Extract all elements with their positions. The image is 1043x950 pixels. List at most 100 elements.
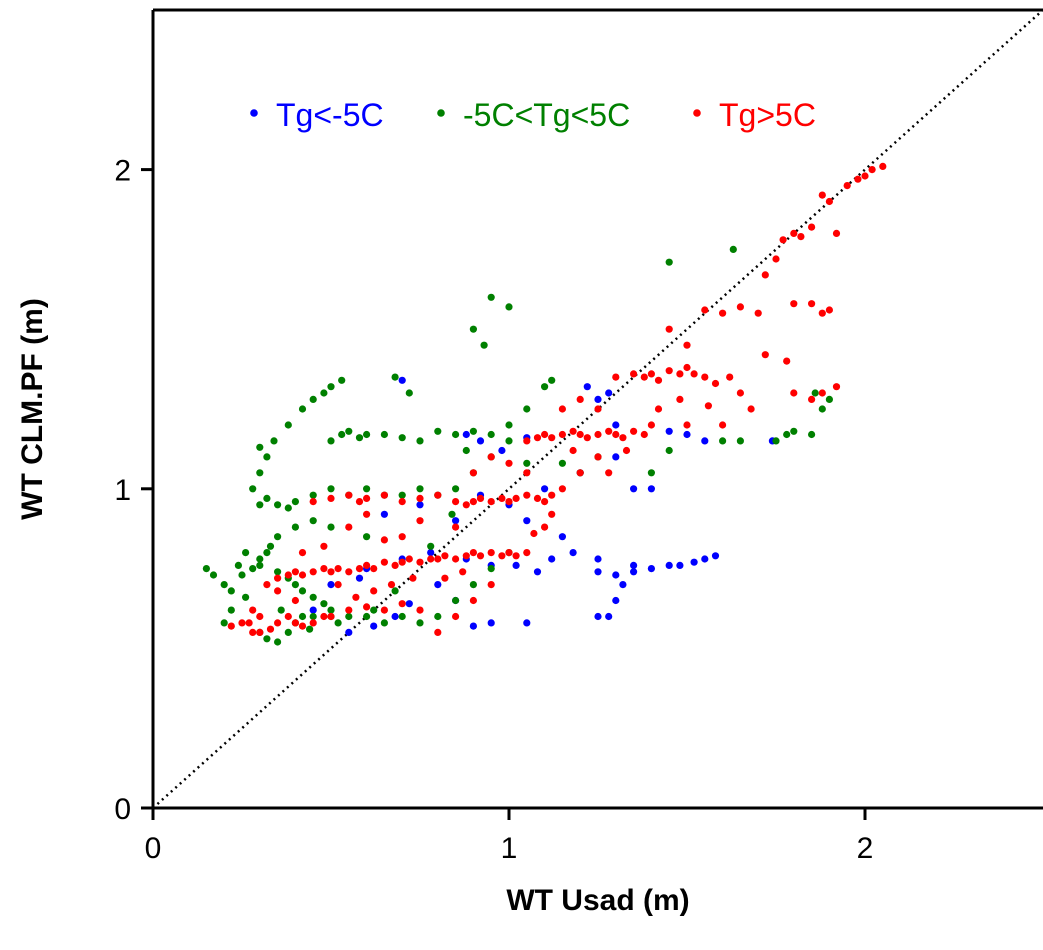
data-point xyxy=(363,612,371,621)
data-point xyxy=(605,389,613,397)
data-point xyxy=(605,612,613,621)
data-point xyxy=(320,600,328,608)
data-point xyxy=(380,491,388,499)
data-point xyxy=(398,376,406,384)
data-point xyxy=(263,581,271,589)
data-point xyxy=(505,303,513,311)
data-point xyxy=(263,549,271,557)
data-point xyxy=(448,510,456,518)
x-tick-label: 0 xyxy=(145,832,162,865)
data-point xyxy=(576,469,584,477)
data-point xyxy=(452,523,460,531)
data-point xyxy=(284,504,292,512)
data-point xyxy=(701,306,709,314)
data-point xyxy=(747,405,755,413)
data-point xyxy=(512,552,520,560)
data-point xyxy=(266,542,275,550)
data-point xyxy=(790,229,798,237)
data-point xyxy=(345,628,353,637)
data-point xyxy=(541,523,549,531)
data-point xyxy=(523,517,531,525)
data-point xyxy=(690,370,698,378)
data-point xyxy=(487,619,495,627)
data-point xyxy=(811,389,819,397)
data-point xyxy=(309,517,317,525)
data-point xyxy=(298,549,307,557)
data-point xyxy=(879,162,887,170)
data-point xyxy=(612,373,620,381)
data-point xyxy=(505,421,513,429)
data-point xyxy=(558,533,567,541)
data-point xyxy=(355,434,364,442)
data-point xyxy=(469,622,477,630)
data-point xyxy=(612,571,620,579)
data-point xyxy=(711,379,720,388)
data-point xyxy=(416,558,424,566)
data-point xyxy=(487,498,495,506)
data-point xyxy=(462,552,470,560)
data-point xyxy=(676,395,684,403)
data-point xyxy=(345,606,353,614)
data-point xyxy=(533,568,542,576)
data-point xyxy=(284,612,292,621)
data-point xyxy=(654,405,663,413)
data-point xyxy=(363,494,371,502)
data-point xyxy=(238,619,246,627)
data-point xyxy=(790,300,798,308)
data-point xyxy=(452,430,460,439)
data-point xyxy=(320,612,328,621)
data-point xyxy=(779,236,787,244)
data-point xyxy=(612,453,620,461)
y-tick-label: 1 xyxy=(114,474,131,507)
data-point xyxy=(249,628,257,637)
data-point xyxy=(754,309,762,317)
data-point xyxy=(832,229,841,237)
data-point xyxy=(612,421,620,429)
data-point xyxy=(476,552,485,560)
data-point xyxy=(654,376,663,384)
y-tick-label: 0 xyxy=(114,793,131,826)
data-point xyxy=(719,437,727,445)
x-tick-label: 1 xyxy=(501,832,518,865)
data-point xyxy=(548,491,556,499)
data-point xyxy=(274,501,282,509)
data-point xyxy=(298,571,307,579)
data-point xyxy=(363,561,371,570)
data-point xyxy=(352,593,360,601)
data-point xyxy=(202,565,210,573)
data-point xyxy=(808,223,816,231)
data-point xyxy=(711,552,720,560)
data-point xyxy=(309,593,317,601)
data-point xyxy=(487,581,495,589)
legend-label: -5C<Tg<5C xyxy=(463,97,630,133)
data-point xyxy=(234,561,242,570)
data-point xyxy=(558,459,567,467)
data-point xyxy=(405,600,413,608)
data-point xyxy=(452,555,460,563)
data-point xyxy=(476,494,485,502)
legend-label: Tg<-5C xyxy=(276,97,384,133)
data-point xyxy=(605,427,613,435)
data-point xyxy=(263,494,271,502)
series-2 xyxy=(227,162,887,637)
data-point xyxy=(380,558,388,566)
data-point xyxy=(274,533,282,541)
data-point xyxy=(291,596,299,605)
data-point xyxy=(630,370,638,378)
data-point xyxy=(505,459,513,467)
data-point xyxy=(380,619,388,627)
data-point xyxy=(242,593,250,601)
data-point xyxy=(594,568,602,576)
data-point xyxy=(505,498,513,506)
x-axis-title: WT Usad (m) xyxy=(506,884,689,917)
data-point xyxy=(320,565,328,573)
data-point xyxy=(701,555,709,563)
data-point xyxy=(434,628,442,637)
data-point xyxy=(640,430,648,439)
data-point xyxy=(808,430,816,439)
data-point xyxy=(345,427,353,435)
data-point xyxy=(263,635,271,643)
data-point xyxy=(797,233,805,241)
data-point xyxy=(594,453,602,461)
